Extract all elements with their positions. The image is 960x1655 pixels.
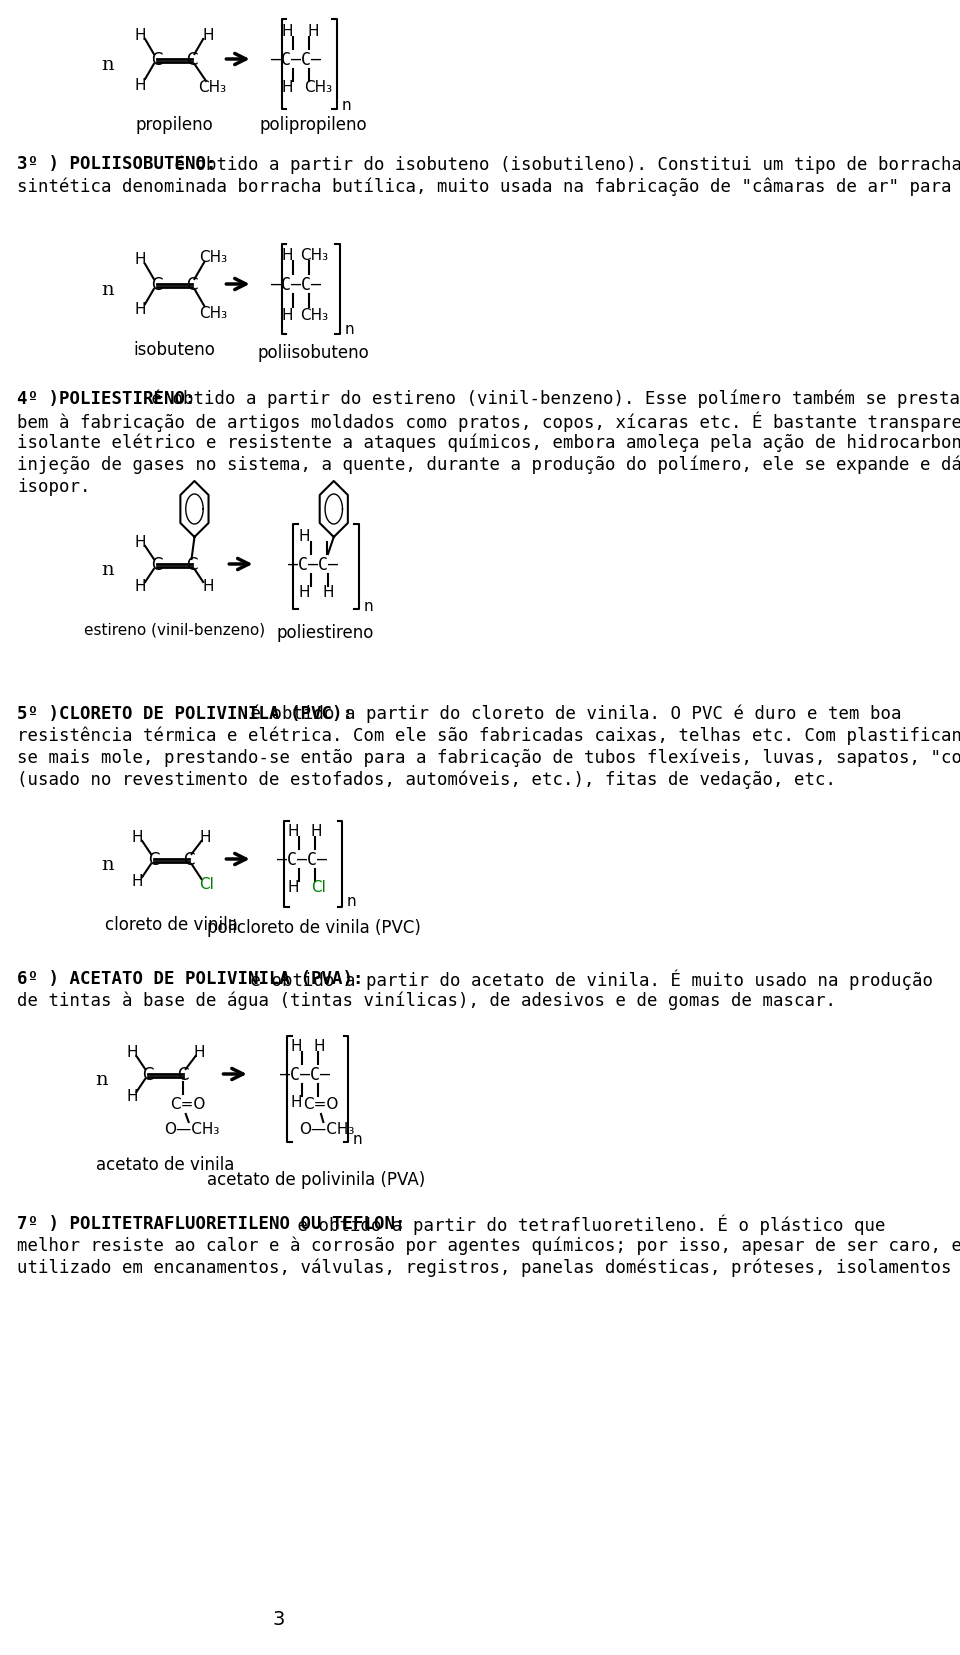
Text: H: H [132,874,143,889]
Text: isopor.: isopor. [17,478,91,496]
Text: 3º ) POLIISOBUTENO:: 3º ) POLIISOBUTENO: [17,156,217,172]
Text: H: H [193,1044,204,1059]
Text: n: n [352,1132,362,1147]
Text: H: H [290,1096,301,1111]
Text: H: H [134,28,146,43]
Text: n: n [101,856,113,874]
Text: é obtido a partir do isobuteno (isobutileno). Constitui um tipo de borracha: é obtido a partir do isobuteno (isobutil… [164,156,960,174]
Text: injeção de gases no sistema, a quente, durante a produção do polímero, ele se ex: injeção de gases no sistema, a quente, d… [17,455,960,475]
Text: H: H [299,530,310,544]
Text: H: H [281,25,293,40]
Text: H: H [281,81,293,96]
Text: —C—C—: —C—C— [271,51,321,70]
Text: é obtido a partir do cloreto de vinila. O PVC é duro e tem boa: é obtido a partir do cloreto de vinila. … [240,705,901,723]
Text: H: H [134,579,146,594]
Text: C: C [148,851,159,869]
Text: 4º )POLIESTIRENO:: 4º )POLIESTIRENO: [17,391,196,407]
Text: H: H [126,1089,137,1104]
Text: n: n [101,56,113,74]
Text: n: n [101,561,113,579]
Text: —C—C—: —C—C— [279,1066,329,1084]
Text: estireno (vinil-benzeno): estireno (vinil-benzeno) [84,622,265,637]
Text: H: H [290,1039,301,1054]
Text: n: n [95,1071,108,1089]
Text: C: C [151,51,162,70]
Text: polipropileno: polipropileno [259,116,368,134]
Text: CH₃: CH₃ [304,81,332,96]
Text: 3: 3 [273,1610,285,1629]
Text: 6º ) ACETATO DE POLIVINILA (PVA):: 6º ) ACETATO DE POLIVINILA (PVA): [17,970,364,988]
Text: policloreto de vinila (PVC): policloreto de vinila (PVC) [206,919,420,937]
Text: propileno: propileno [135,116,213,134]
Text: H: H [134,303,146,318]
Text: Cl: Cl [311,880,325,895]
Text: melhor resiste ao calor e à corrosão por agentes químicos; por isso, apesar de s: melhor resiste ao calor e à corrosão por… [17,1236,960,1254]
Text: isobuteno: isobuteno [133,341,215,359]
Text: CH₃: CH₃ [300,308,328,323]
Text: C: C [142,1066,154,1084]
Text: H: H [314,1039,325,1054]
Text: Cl: Cl [199,877,213,892]
Text: se mais mole, prestando-se então para a fabricação de tubos flexíveis, luvas, sa: se mais mole, prestando-se então para a … [17,748,960,766]
Text: é obtido a partir do tetrafluoretileno. É o plástico que: é obtido a partir do tetrafluoretileno. … [287,1215,885,1235]
Text: n: n [347,894,356,909]
Text: H: H [134,78,146,93]
Text: H: H [202,579,213,594]
Text: H: H [281,247,293,263]
Text: O—CH₃: O—CH₃ [300,1122,354,1137]
Text: H: H [323,586,334,601]
Text: C=O: C=O [303,1097,339,1112]
Text: poliestireno: poliestireno [276,624,373,642]
Text: C: C [151,276,162,295]
Text: H: H [311,824,323,839]
Text: 5º )CLORETO DE POLIVINILA (PVC):: 5º )CLORETO DE POLIVINILA (PVC): [17,705,353,723]
Text: (usado no revestimento de estofados, automóveis, etc.), fitas de vedação, etc.: (usado no revestimento de estofados, aut… [17,771,836,789]
Text: poliisobuteno: poliisobuteno [257,344,370,362]
Text: H: H [132,831,143,846]
Text: 7º ) POLITETRAFLUORETILENO OU TEFLON:: 7º ) POLITETRAFLUORETILENO OU TEFLON: [17,1215,406,1233]
Text: acetato de vinila: acetato de vinila [96,1155,234,1173]
Text: isolante elétrico e resistente a ataques químicos, embora amoleça pela ação de h: isolante elétrico e resistente a ataques… [17,434,960,452]
Text: CH₃: CH₃ [200,250,228,265]
Text: C: C [186,556,198,574]
Text: H: H [299,586,310,601]
Text: sintética denominada borracha butílica, muito usada na fabricação de "câmaras de: sintética denominada borracha butílica, … [17,177,960,195]
Text: resistência térmica e elétrica. Com ele são fabricadas caixas, telhas etc. Com p: resistência térmica e elétrica. Com ele … [17,727,960,745]
Text: n: n [345,323,354,338]
Text: —C—C—: —C—C— [271,276,321,295]
Text: H: H [199,831,210,846]
Text: é obtido a partir do estireno (vinil-benzeno). Esse polímero também se presta mu: é obtido a partir do estireno (vinil-ben… [141,391,960,409]
Text: H: H [202,28,213,43]
Text: H: H [308,25,320,40]
Text: H: H [281,308,293,323]
Text: n: n [101,281,113,300]
Text: acetato de polivinila (PVA): acetato de polivinila (PVA) [207,1170,425,1188]
Text: H: H [287,824,299,839]
Text: —C—C—: —C—C— [288,556,339,574]
Text: cloreto de vinila: cloreto de vinila [105,915,238,933]
Text: —C—C—: —C—C— [276,851,326,869]
Text: H: H [134,252,146,268]
Text: O—CH₃: O—CH₃ [164,1122,219,1137]
Text: CH₃: CH₃ [198,81,226,96]
Text: C: C [186,276,198,295]
Text: H: H [287,880,299,895]
Text: C: C [183,851,195,869]
Text: C=O: C=O [170,1097,205,1112]
Text: CH₃: CH₃ [200,305,228,321]
Text: n: n [342,98,351,113]
Text: C: C [186,51,198,70]
Text: n: n [364,599,373,614]
Text: é obtido a partir do acetato de vinila. É muito usado na produção: é obtido a partir do acetato de vinila. … [240,970,933,990]
Text: C: C [177,1066,188,1084]
Text: CH₃: CH₃ [300,247,328,263]
Text: H: H [134,535,146,549]
Text: H: H [126,1044,137,1059]
Text: C: C [151,556,162,574]
Text: bem à fabricação de artigos moldados como pratos, copos, xícaras etc. É bastante: bem à fabricação de artigos moldados com… [17,412,960,432]
Text: utilizado em encanamentos, válvulas, registros, panelas domésticas, próteses, is: utilizado em encanamentos, válvulas, reg… [17,1258,960,1276]
Text: de tintas à base de água (tintas vinílicas), de adesivos e de gomas de mascar.: de tintas à base de água (tintas vinílic… [17,991,836,1010]
